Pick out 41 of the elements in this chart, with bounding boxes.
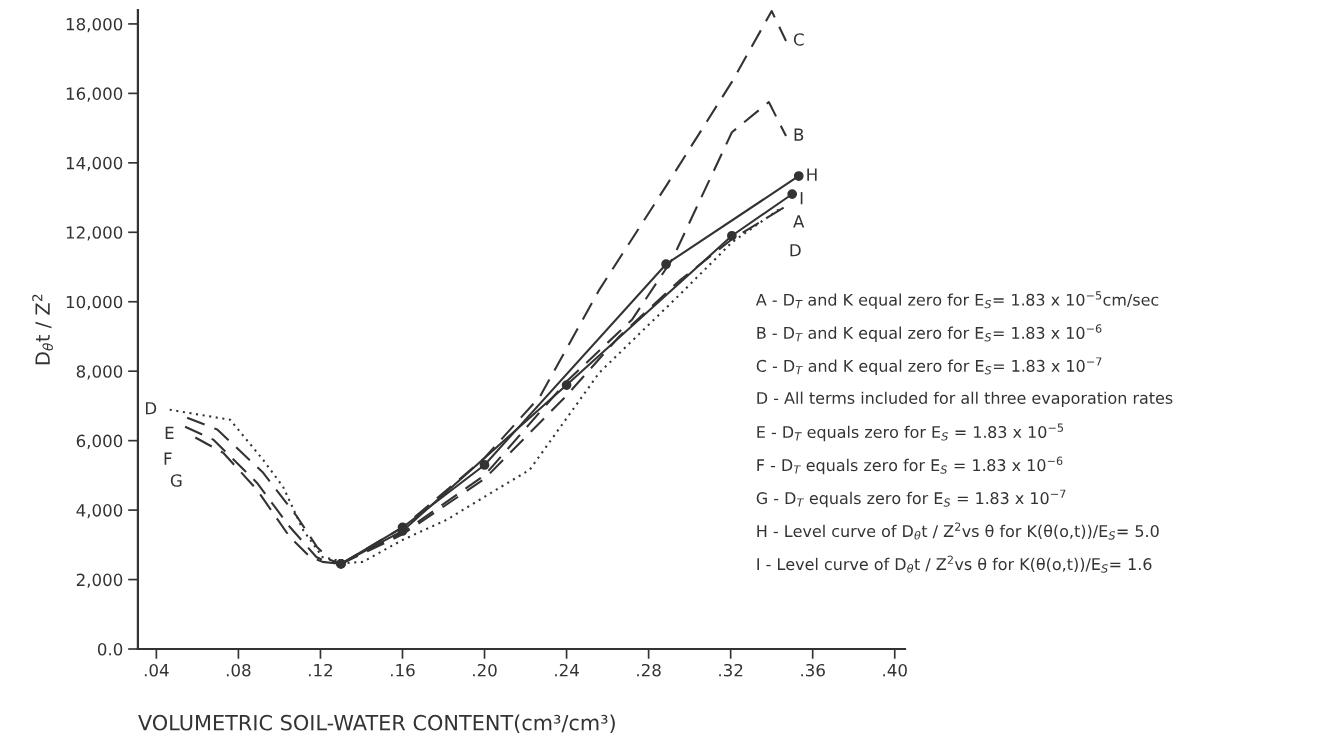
annotation: E - D$_{T}$ equals zero for E$_{S}$ = 1.83 x 10$^{−5}$ xyxy=(757,423,1064,442)
series-label: A xyxy=(793,215,805,228)
y-axis-title: D$_{θ}$t / Z$^{2}$ xyxy=(32,294,54,365)
series-label: B xyxy=(794,128,804,141)
y-tick-label: 16,000 xyxy=(66,87,123,102)
annotation: D - All terms included for all three evaporation rates xyxy=(757,391,1173,408)
series-label: F xyxy=(164,452,172,465)
series-label: I xyxy=(800,192,803,205)
series-label: D xyxy=(146,402,157,415)
annotation: B - D$_{T}$ and K equal zero for E$_{S}$= 1.83 x 10$^{−6}$ xyxy=(757,324,1102,343)
y-tick-label: 6,000 xyxy=(76,434,123,449)
annotation: I - Level curve of D$_{θ}$t / Z$^{2}$vs θ for K(θ(o,t))/E$_{S}$= 1.6 xyxy=(757,555,1152,573)
y-tick-label: 12,000 xyxy=(66,226,123,241)
annotation: C - D$_{T}$ and K equal zero for E$_{S}$= 1.83 x 10$^{−7}$ xyxy=(756,357,1102,376)
x-tick-label: .16 xyxy=(391,663,415,677)
x-tick-label: .24 xyxy=(555,663,579,677)
annotation: G - D$_{T}$ equals zero for E$_{S}$ = 1.83 x 10$^{−7}$ xyxy=(756,489,1066,508)
x-tick-label: .32 xyxy=(719,663,743,677)
x-tick-label: .28 xyxy=(637,663,661,677)
x-tick-label: .40 xyxy=(883,663,907,677)
x-tick-label: .36 xyxy=(801,663,825,677)
annotation: H - Level curve of D$_{θ}$t / Z$^{2}$vs θ for K(θ(o,t))/E$_{S}$= 5.0 xyxy=(757,522,1159,540)
y-tick-label: 4,000 xyxy=(76,504,123,519)
annotation: A - D$_{T}$ and K equal zero for E$_{S}$= 1.83 x 10$^{−5}$cm/sec xyxy=(755,291,1159,309)
annotation: F - D$_{T}$ equals zero for E$_{S}$ = 1.83 x 10$^{−6}$ xyxy=(757,456,1063,475)
y-tick-label: 8,000 xyxy=(76,365,123,380)
text: D xyxy=(790,244,801,257)
y-tick-label: 2,000 xyxy=(76,573,123,588)
text: G xyxy=(170,474,182,487)
y-tick-label: 18,000 xyxy=(66,17,123,33)
y-tick-label: 10,000 xyxy=(66,295,123,311)
series-label: E xyxy=(165,426,174,439)
y-tick-label: 0.0 xyxy=(97,642,123,656)
x-tick-label: .08 xyxy=(226,663,251,677)
x-tick-label: .04 xyxy=(144,663,169,677)
x-axis-title: VOLUMETRIC SOIL-WATER CONTENT(cm³/cm³) xyxy=(138,714,615,734)
x-tick-label: .12 xyxy=(308,663,333,677)
series-label: C xyxy=(793,33,804,46)
x-tick-label: .20 xyxy=(473,663,497,677)
series-label: H xyxy=(807,168,817,181)
y-tick-label: 14,000 xyxy=(66,156,123,172)
